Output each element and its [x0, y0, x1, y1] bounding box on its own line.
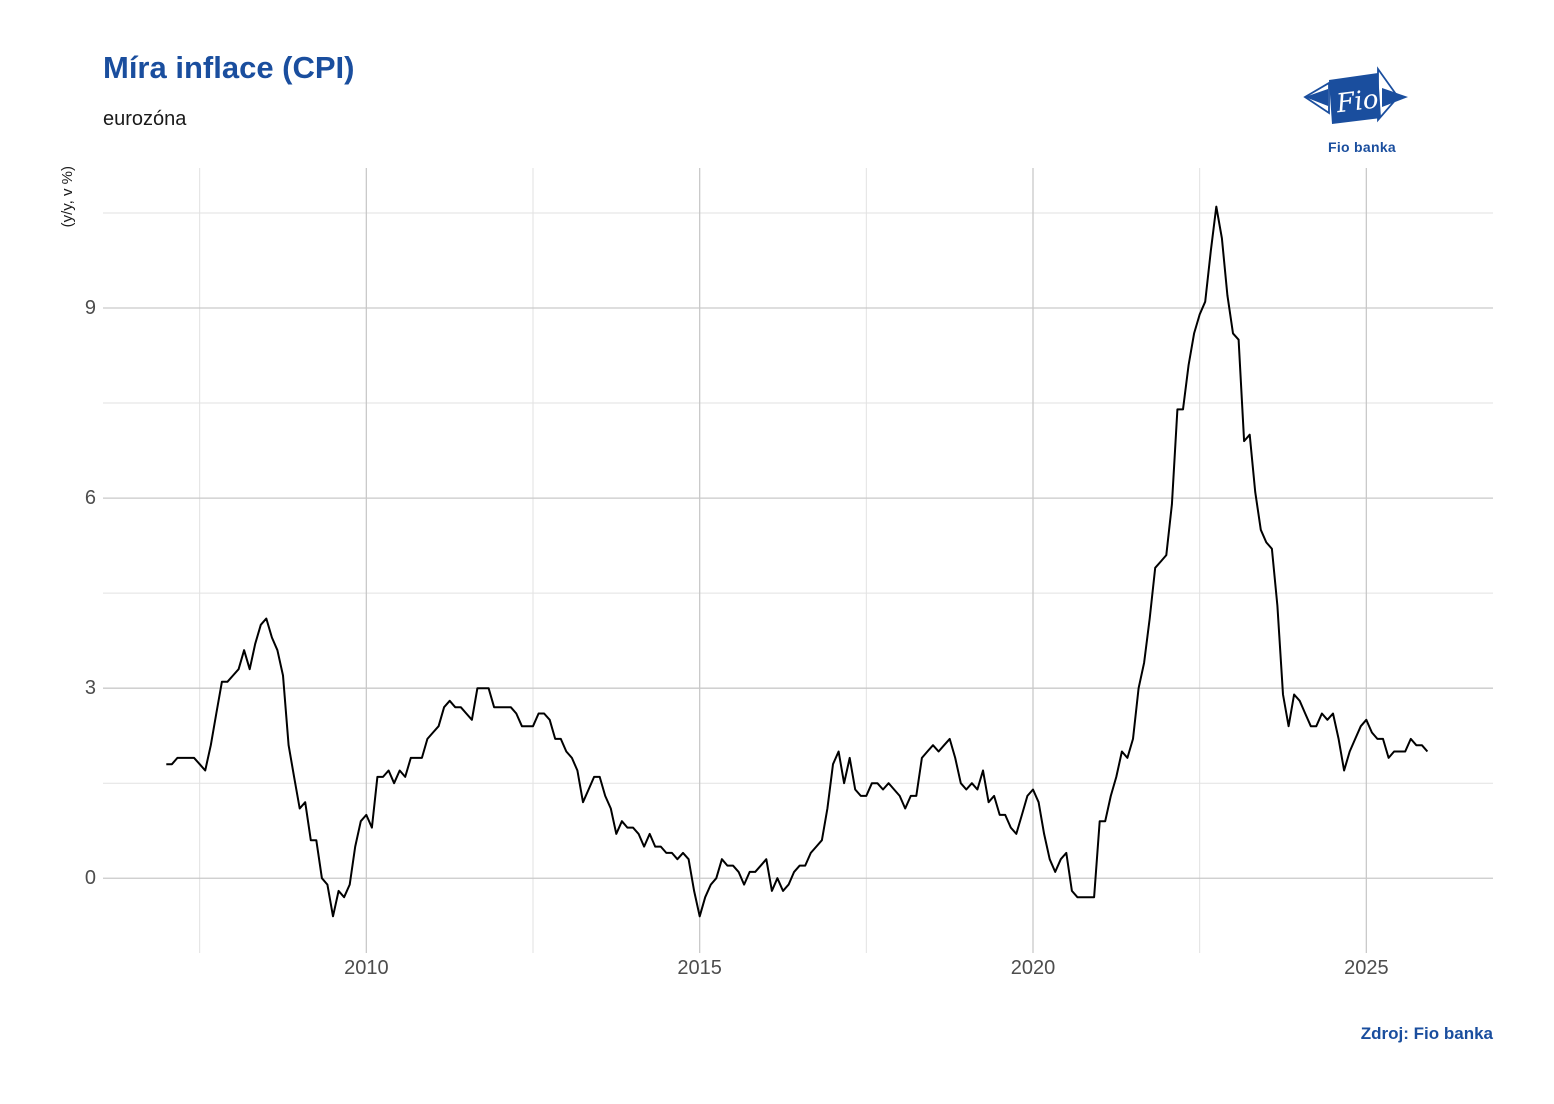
y-tick-label: 6	[84, 487, 96, 510]
x-tick-label: 2020	[1010, 957, 1056, 979]
chart-canvas	[103, 168, 1493, 953]
x-tick-label: 2010	[344, 957, 389, 979]
y-axis-title: (y/y, v %)	[59, 166, 76, 228]
logo-right-arrow	[1382, 88, 1408, 107]
x-tick-label: 2015	[677, 957, 722, 979]
y-tick-label: 0	[84, 867, 96, 890]
fio-logo-caption: Fio banka	[1327, 139, 1397, 155]
x-tick-label: 2025	[1344, 957, 1389, 979]
source-note: Zdroj: Fio banka	[1360, 1024, 1493, 1043]
fio-logo-text: Fio	[1334, 84, 1380, 119]
y-tick-label: 3	[84, 677, 96, 700]
logo-left-arrow	[1305, 89, 1328, 106]
chart-subtitle: eurozóna	[103, 108, 187, 130]
fio-logo-icon: Fio	[1303, 66, 1408, 124]
fio-logo: Fio Fio banka	[1296, 56, 1428, 155]
inflation-line	[166, 205, 1429, 918]
logo-flag	[1329, 73, 1381, 124]
chart-title: Míra inflace (CPI)	[103, 50, 355, 85]
y-tick-label: 9	[84, 297, 96, 320]
logo-left-outline-triangle	[1303, 81, 1330, 115]
chart-panel	[103, 168, 1493, 953]
